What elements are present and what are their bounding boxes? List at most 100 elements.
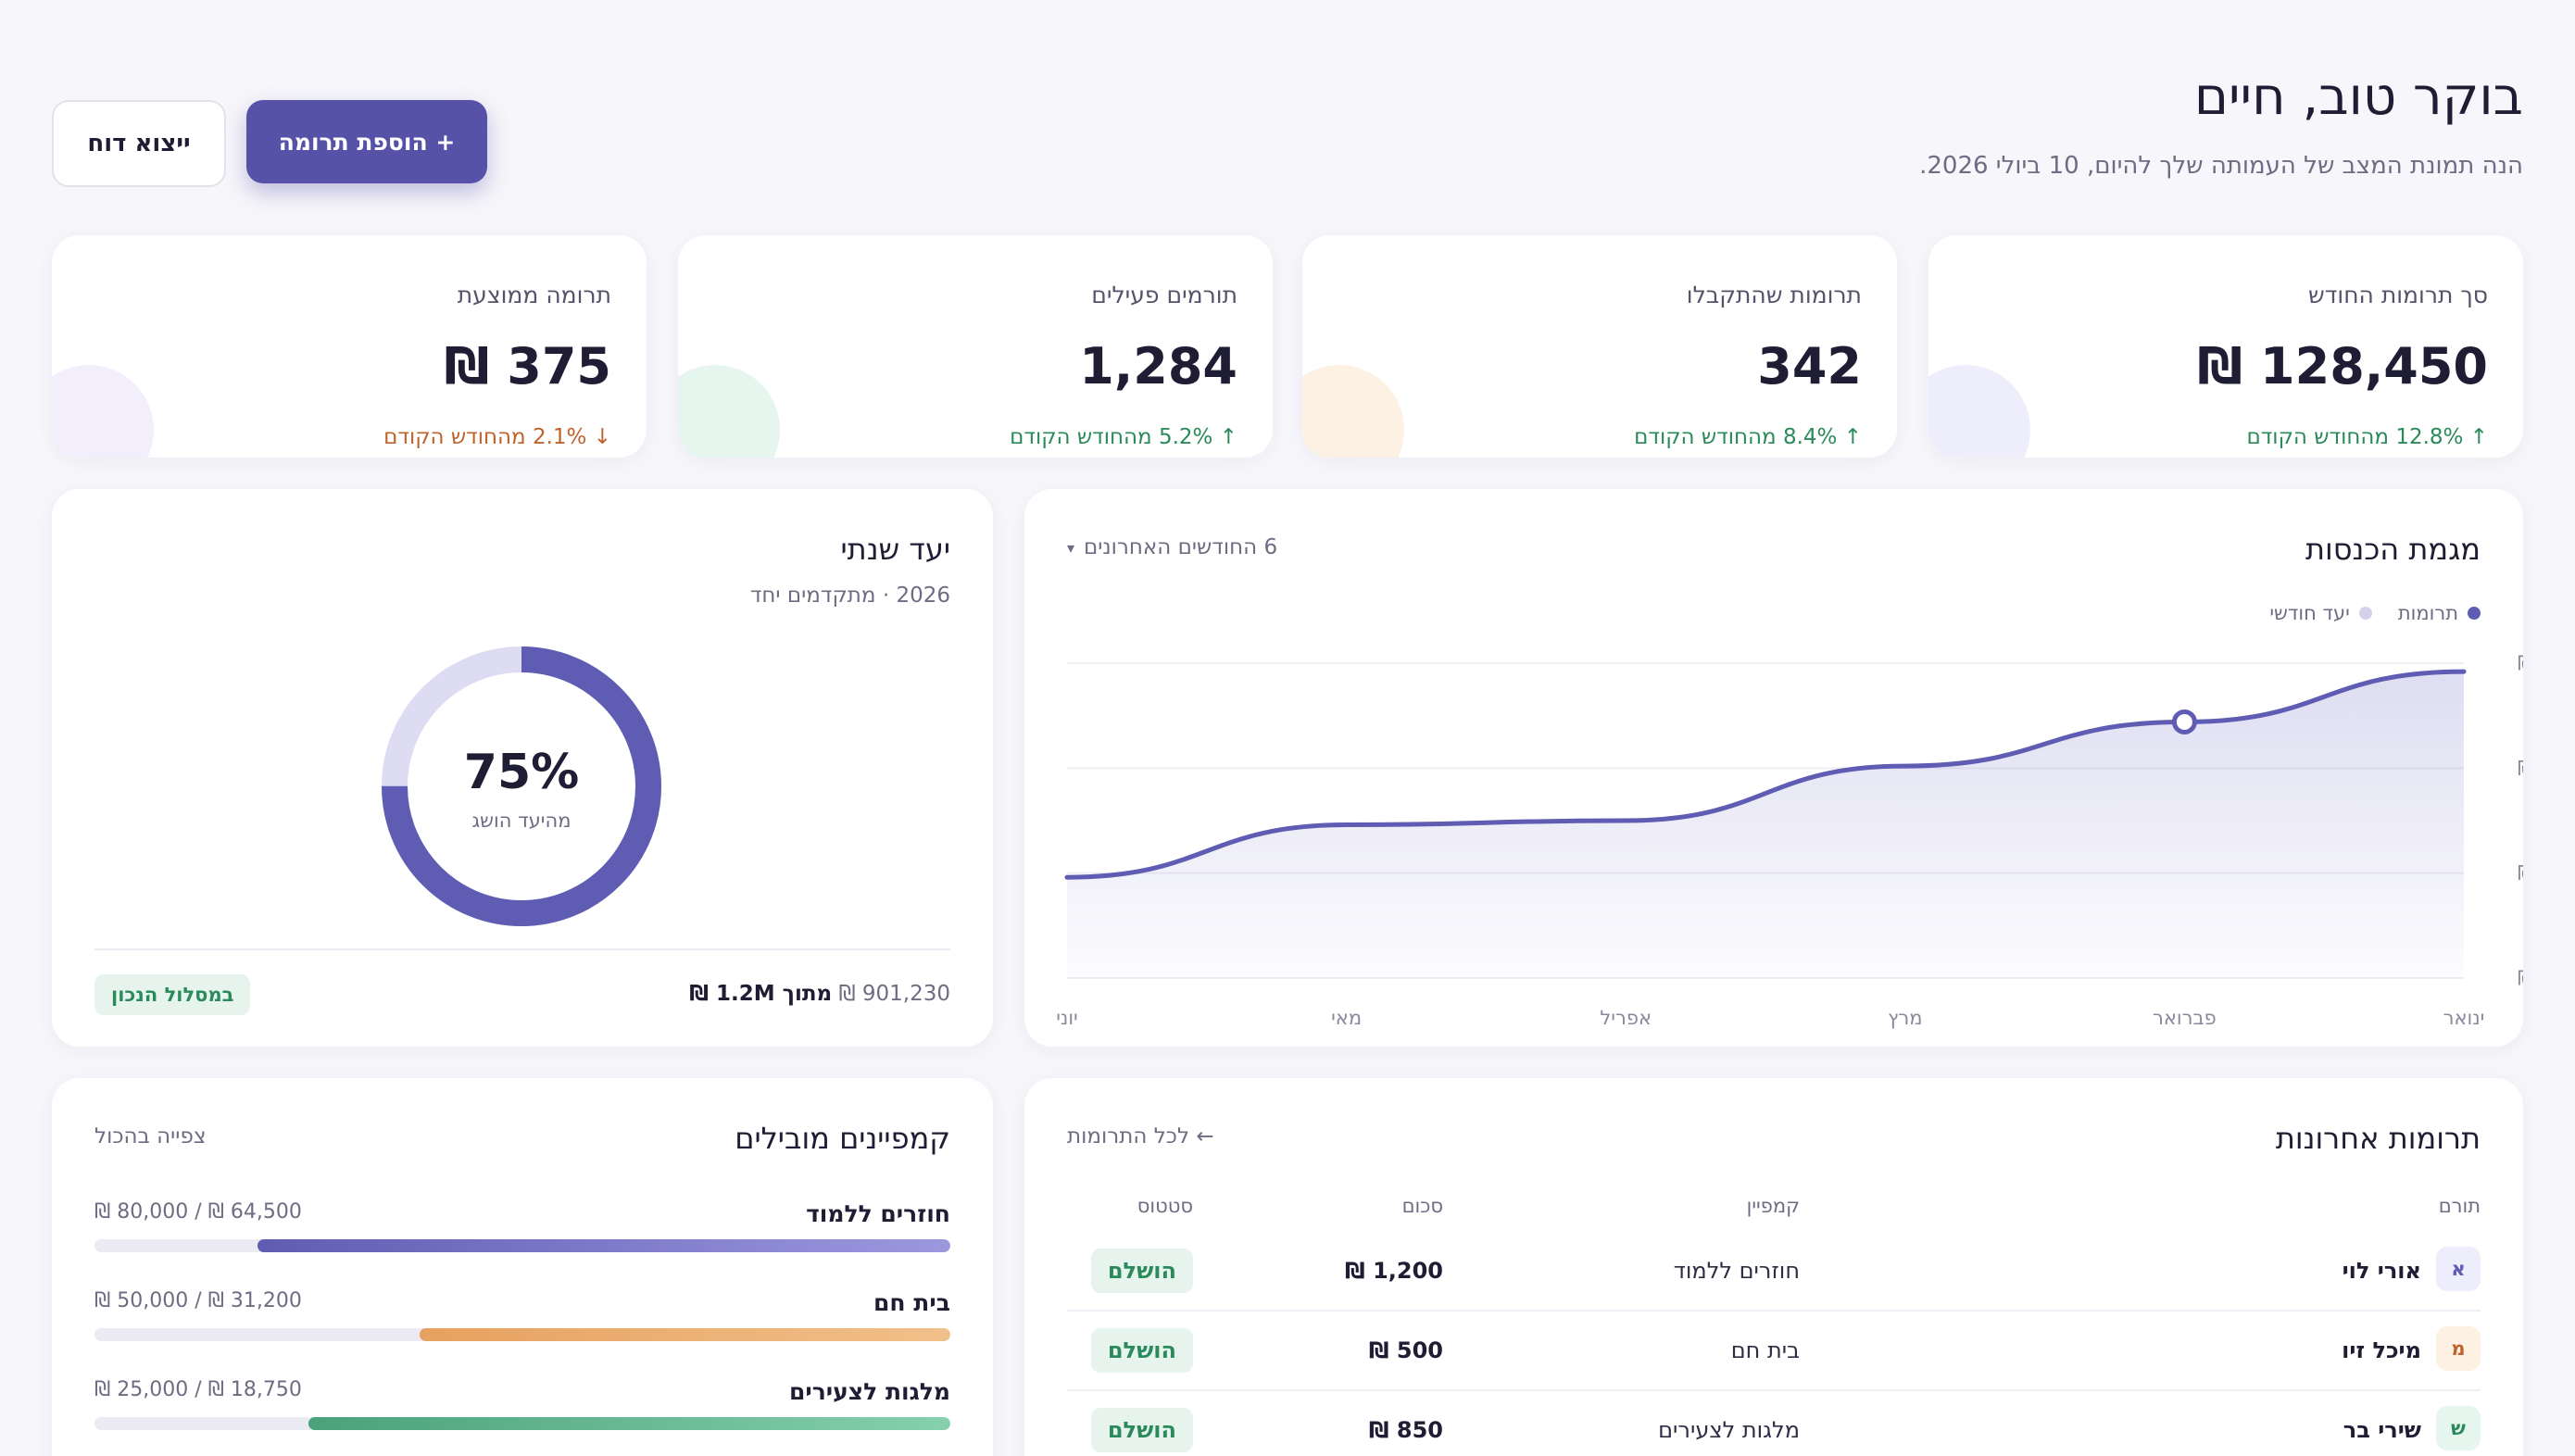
kpi-decoration bbox=[52, 365, 154, 458]
range-select-label: 6 החודשים האחרונים bbox=[1084, 535, 1278, 559]
avatar: א bbox=[2436, 1247, 2481, 1291]
campaign-name: בית חם bbox=[873, 1289, 950, 1316]
export-report-button[interactable]: ייצוא דוח bbox=[52, 100, 226, 187]
campaign-progress-track bbox=[94, 1239, 950, 1252]
campaign-progress-track bbox=[94, 1417, 950, 1430]
goal-status-badge: במסלול הנכון bbox=[94, 974, 251, 1015]
kpi-card-monthly-total: סך תרומות החודש 128,450 ₪ ↑ 12.8% מהחודש… bbox=[1928, 235, 2523, 458]
donation-amount: 500 ₪ bbox=[1368, 1337, 1443, 1363]
y-tick-label: ₪50K bbox=[2518, 862, 2523, 885]
kpi-decoration bbox=[678, 365, 780, 458]
table-row[interactable]: א אורי לוי חוזרים ללמוד 1,200 ₪ הושלם bbox=[1067, 1232, 2481, 1312]
goal-amount: 901,230 ₪ מתוך 1.2M ₪ bbox=[689, 982, 950, 1006]
campaign-name: מלגות לצעירים bbox=[788, 1378, 950, 1405]
kpi-card-donations-received: תרומות שהתקבלו 342 ↑ 8.4% מהחודש הקודם bbox=[1302, 235, 1897, 458]
range-select[interactable]: 6 החודשים האחרונים ▾ bbox=[1067, 535, 1277, 559]
y-tick-label: ₪0 bbox=[2518, 967, 2523, 989]
y-tick-label: ₪100K bbox=[2518, 757, 2523, 779]
donation-campaign: מלגות לצעירים bbox=[1658, 1417, 1800, 1443]
donor-name: מיכל זיו bbox=[2342, 1337, 2421, 1363]
chart-legend: תרומות יעד חודשי bbox=[2269, 602, 2481, 624]
kpi-delta: ↑ 12.8% מהחודש הקודם bbox=[2246, 425, 2488, 449]
income-trend-title: מגמת הכנסות bbox=[2305, 532, 2481, 567]
column-header-donor: תורם bbox=[2438, 1195, 2481, 1217]
status-badge: הושלם bbox=[1090, 1328, 1193, 1373]
status-badge: הושלם bbox=[1090, 1408, 1193, 1452]
column-header-campaign: קמפיין bbox=[1746, 1195, 1800, 1217]
annual-goal-title: יעד שנתי bbox=[840, 532, 951, 567]
legend-label-donations: תרומות bbox=[2397, 602, 2458, 624]
dashboard-page: בוקר טוב, חיים הנה תמונת המצב של העמותה … bbox=[52, 0, 2523, 1456]
x-tick-label: מאי bbox=[1331, 1007, 1362, 1029]
kpi-delta: ↑ 8.4% מהחודש הקודם bbox=[1634, 425, 1862, 449]
status-badge: הושלם bbox=[1090, 1249, 1193, 1293]
goal-amount-target: מתוך 1.2M ₪ bbox=[689, 982, 833, 1006]
kpi-value: 342 bbox=[1757, 337, 1862, 395]
add-donation-button[interactable]: + הוספת תרומה bbox=[246, 100, 487, 183]
column-header-status: סטטוס bbox=[1137, 1195, 1193, 1217]
donor-name: שירי בר bbox=[2343, 1417, 2421, 1443]
campaign-amount: 31,200 ₪ / 50,000 ₪ bbox=[94, 1289, 302, 1312]
chart-series-line bbox=[1064, 669, 2467, 880]
legend-dot-donations bbox=[2468, 607, 2481, 620]
campaign-amount: 64,500 ₪ / 80,000 ₪ bbox=[94, 1200, 302, 1224]
kpi-card-active-donors: תורמים פעילים 1,284 ↑ 5.2% מהחודש הקודם bbox=[678, 235, 1273, 458]
kpi-decoration bbox=[1928, 365, 2030, 458]
goal-percent-caption: מהיעד הושג bbox=[471, 810, 572, 832]
goal-amount-raised: 901,230 ₪ bbox=[838, 982, 950, 1006]
goal-donut-progress bbox=[382, 646, 661, 926]
x-tick-label: אפריל bbox=[1600, 1007, 1652, 1029]
annual-goal-card: יעד שנתי 2026 · מתקדמים יחד 75% מהיעד הו… bbox=[52, 489, 993, 1047]
campaign-progress-fill bbox=[420, 1328, 950, 1341]
x-tick-label: יוני bbox=[1056, 1007, 1078, 1029]
kpi-label: תורמים פעילים bbox=[1091, 282, 1237, 308]
x-tick-label: פברואר bbox=[2153, 1007, 2217, 1029]
table-row[interactable]: מ מיכל זיו בית חם 500 ₪ הושלם bbox=[1067, 1312, 2481, 1391]
kpi-value: 128,450 ₪ bbox=[2197, 337, 2488, 395]
page-title: בוקר טוב, חיים bbox=[2193, 67, 2523, 127]
campaign-row[interactable]: מלגות לצעירים 18,750 ₪ / 25,000 ₪ bbox=[94, 1378, 950, 1452]
campaign-row[interactable]: חוזרים ללמוד 64,500 ₪ / 80,000 ₪ bbox=[94, 1200, 950, 1274]
kpi-delta: ↓ 2.1% מהחודש הקודם bbox=[383, 425, 611, 449]
donation-campaign: חוזרים ללמוד bbox=[1673, 1258, 1800, 1284]
table-row[interactable]: ש שירי בר מלגות לצעירים 850 ₪ הושלם bbox=[1067, 1391, 2481, 1456]
donation-amount: 1,200 ₪ bbox=[1345, 1258, 1443, 1284]
campaign-progress-track bbox=[94, 1328, 950, 1341]
donation-campaign: בית חם bbox=[1730, 1337, 1800, 1363]
x-tick-label: מרץ bbox=[1888, 1007, 1922, 1029]
legend-label-monthly-target: יעד חודשי bbox=[2269, 602, 2350, 624]
annual-goal-subtitle: 2026 · מתקדמים יחד bbox=[749, 584, 950, 608]
legend-item-monthly-target: יעד חודשי bbox=[2269, 602, 2372, 624]
page-header: בוקר טוב, חיים הנה תמונת המצב של העמותה … bbox=[52, 67, 2523, 196]
kpi-delta: ↑ 5.2% מהחודש הקודם bbox=[1010, 425, 1237, 449]
kpi-label: תרומות שהתקבלו bbox=[1686, 282, 1862, 308]
avatar: ש bbox=[2436, 1406, 2481, 1450]
income-trend-chart: ₪150K ₪100K ₪50K ₪0 ינואר פברואר מרץ אפריל מאי יו… bbox=[1056, 652, 2523, 1029]
chevron-down-icon: ▾ bbox=[1067, 538, 1075, 557]
chart-highlight-point bbox=[2171, 709, 2197, 734]
campaign-progress-fill bbox=[308, 1417, 950, 1430]
kpi-value: 375 ₪ bbox=[444, 337, 611, 395]
campaign-progress-fill bbox=[257, 1239, 950, 1252]
view-all-donations-link[interactable]: ← לכל התרומות bbox=[1067, 1124, 1214, 1148]
view-all-campaigns-link[interactable]: צפייה בהכול bbox=[94, 1124, 207, 1148]
chart-area-fill bbox=[1067, 672, 2464, 978]
kpi-card-average-donation: תרומה ממוצעת 375 ₪ ↓ 2.1% מהחודש הקודם bbox=[52, 235, 647, 458]
campaign-row[interactable]: בית חם 31,200 ₪ / 50,000 ₪ bbox=[94, 1289, 950, 1363]
goal-donut-chart bbox=[382, 646, 661, 926]
leading-campaigns-title: קמפיינים מובילים bbox=[735, 1121, 950, 1156]
kpi-label: סך תרומות החודש bbox=[2308, 282, 2488, 308]
divider bbox=[94, 948, 950, 950]
column-header-amount: סכום bbox=[1401, 1195, 1443, 1217]
kpi-value: 1,284 bbox=[1079, 337, 1237, 395]
table-header: תורם קמפיין סכום סטטוס bbox=[1067, 1195, 2481, 1232]
income-trend-card: ₪150K ₪100K ₪50K ₪0 ינואר פברואר מרץ אפריל מאי יו… bbox=[1024, 489, 2523, 1047]
x-tick-label: ינואר bbox=[2443, 1007, 2485, 1029]
recent-donations-card: תרומות אחרונות ← לכל התרומות תורם קמפיין… bbox=[1024, 1078, 2523, 1456]
donor-name: אורי לוי bbox=[2342, 1258, 2421, 1284]
legend-item-donations: תרומות bbox=[2398, 602, 2481, 624]
y-tick-label: ₪150K bbox=[2518, 652, 2523, 674]
recent-donations-title: תרומות אחרונות bbox=[2275, 1121, 2481, 1156]
avatar: מ bbox=[2436, 1326, 2481, 1371]
campaign-amount: 18,750 ₪ / 25,000 ₪ bbox=[94, 1378, 302, 1401]
